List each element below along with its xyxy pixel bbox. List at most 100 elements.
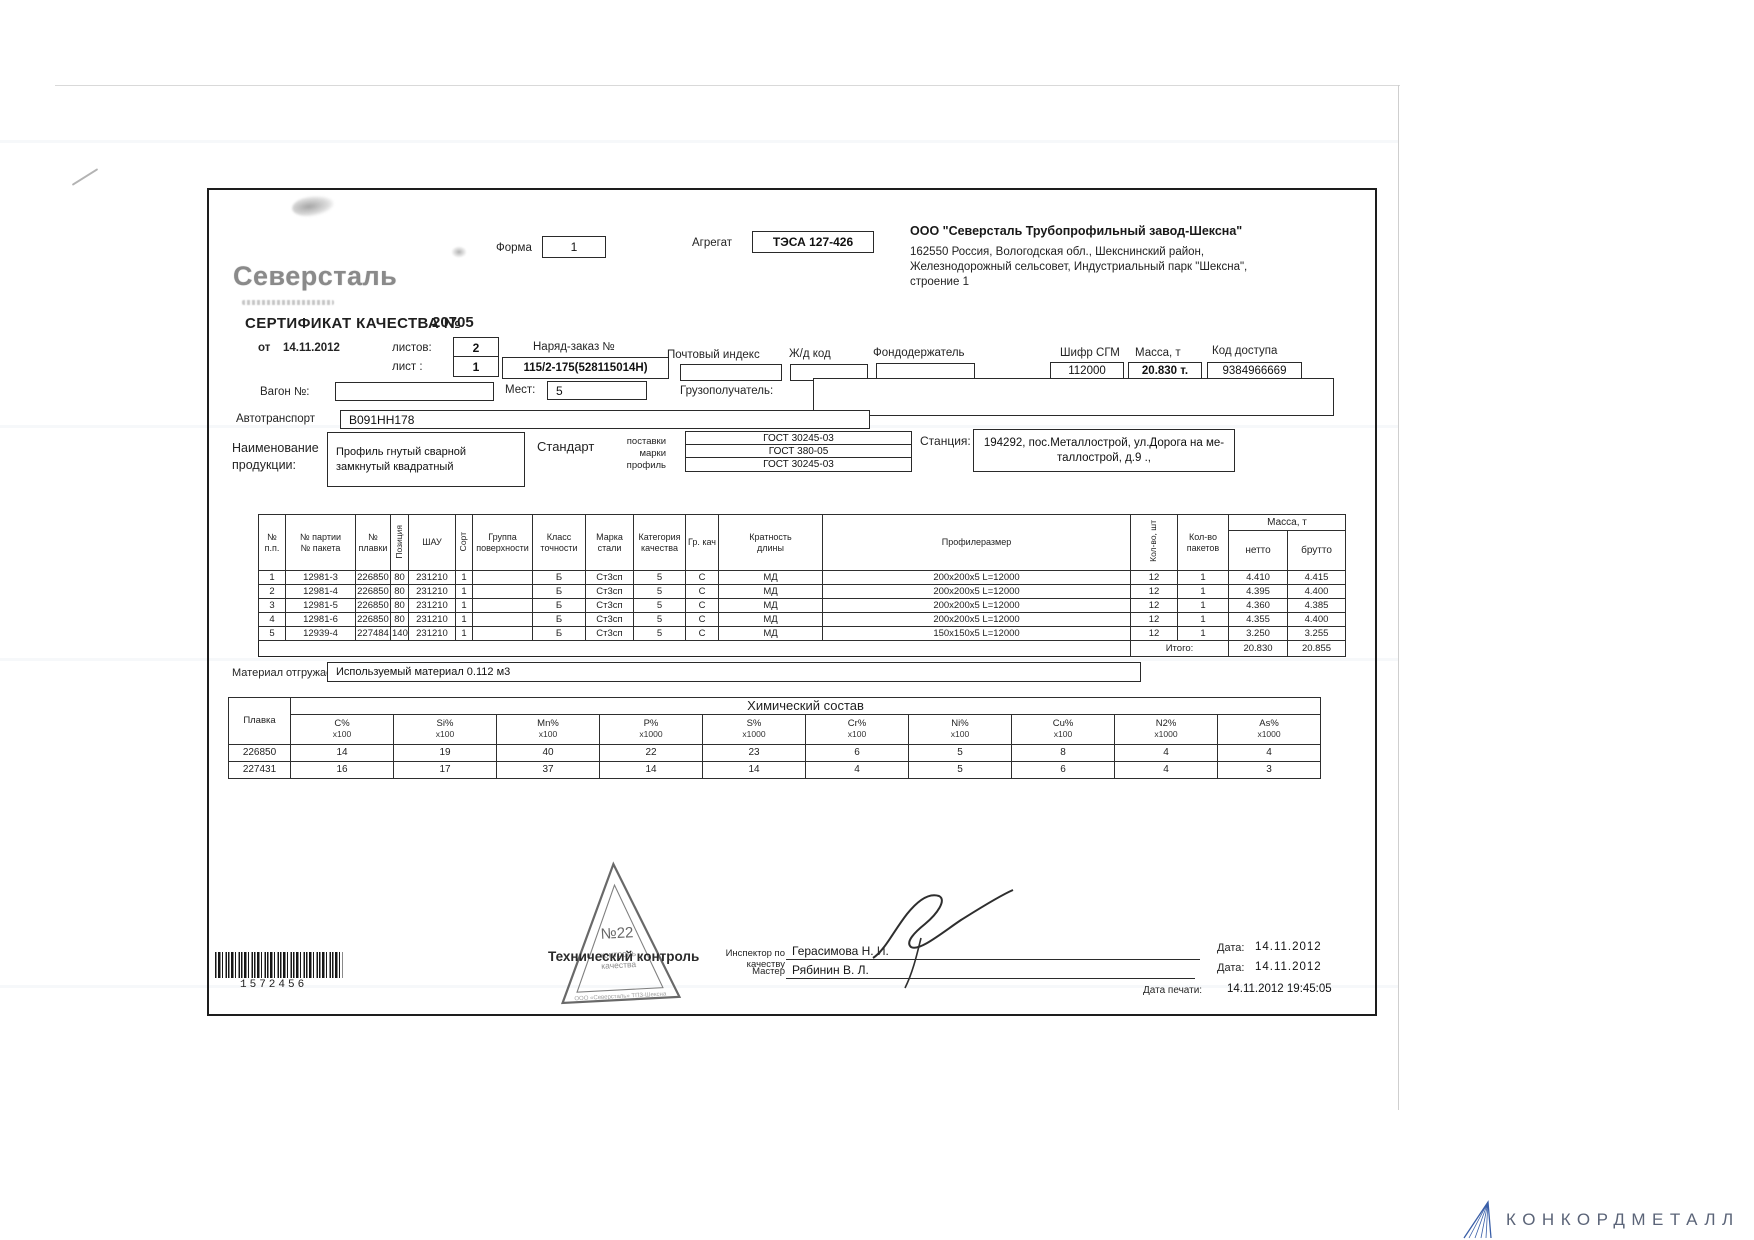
product-value-box: Профиль гнутый сварной замкнутый квадрат… <box>327 432 525 487</box>
inspector-signature-line <box>786 959 1200 960</box>
sgm-value-box: 112000 <box>1050 362 1124 380</box>
pencil-mark <box>71 168 99 186</box>
barcode-number: 1572456 <box>240 979 308 991</box>
col-plavka: № плавки <box>355 514 391 571</box>
mass-label: Масса, т <box>1135 347 1181 359</box>
certificate-date: 14.11.2012 <box>283 342 340 354</box>
chem-col-c: C% x100 <box>290 713 394 745</box>
consignee-label: Грузополучатель: <box>680 385 774 397</box>
logo-tagline-blur <box>242 300 334 305</box>
holder-label: Фондодержатель <box>873 347 965 359</box>
sheet-label: лист : <box>392 361 423 373</box>
postal-label: Почтовый индекс <box>667 349 760 361</box>
from-label: от <box>258 342 271 354</box>
col-shau: ШАУ <box>408 514 456 571</box>
scan-page-right-edge <box>1398 85 1399 1110</box>
col-party: № партии № пакета <box>285 514 356 571</box>
col-steel-mark: Марка стали <box>585 514 634 571</box>
company-name: ООО "Северсталь Трубопрофильный завод-Ше… <box>910 224 1243 238</box>
col-mass-group: Масса, т <box>1227 514 1347 531</box>
chem-col-p: P% x1000 <box>599 713 703 745</box>
master-label: Мастер <box>752 966 785 977</box>
stamp-word-2: качества <box>601 959 637 971</box>
col-surface-group: Группа поверхности <box>472 514 533 571</box>
consignee-value-box <box>813 378 1334 416</box>
chem-col-s: S% x1000 <box>702 713 806 745</box>
col-quality-category: Категория качества <box>633 514 686 571</box>
places-label: Мест: <box>505 384 536 396</box>
col-qty: Кол-во, шт <box>1130 514 1178 571</box>
sheet-value-box: 1 <box>453 356 499 377</box>
stamp-number: №22 <box>600 924 634 943</box>
station-value-box: 194292, пос.Металлострой, ул.Дорога на м… <box>973 429 1235 472</box>
scan-page-top-edge <box>55 85 1400 86</box>
totals-netto: 20.830 <box>1228 640 1288 657</box>
date1-label: Дата: <box>1217 942 1245 954</box>
table-row: 1 12981-3 226850 80 231210 1 Б Ст3сп 5 С МД 200x200… <box>258 570 1347 585</box>
totals-row: Итого: 20.830 20.855 <box>258 640 1347 657</box>
order-value-box: 115/2-175(528115014Н) <box>502 357 669 379</box>
sheets-label: листов: <box>392 342 432 354</box>
col-profile-size: Профилеразмер <box>822 514 1131 571</box>
stamp-ring-text: ООО «Северсталь» ТПЗ-Шексна <box>574 991 667 1002</box>
concordmetall-logo-text: КОНКОРДМЕТАЛЛ <box>1506 1210 1740 1229</box>
mass-value-box: 20.830 т. <box>1128 362 1202 380</box>
standard-kind-marki: марки <box>639 448 666 459</box>
col-packs: Кол-во пакетов <box>1177 514 1229 571</box>
table-row: 3 12981-5 226850 80 231210 1 Б Ст3сп 5 С МД 200x200… <box>258 598 1347 613</box>
certificate-frame <box>207 188 1377 1016</box>
quality-control-stamp: №22 контроль качества ООО «Северсталь» Т… <box>560 861 682 1005</box>
postal-value-box <box>680 364 782 381</box>
order-label: Наряд-заказ № <box>533 341 615 353</box>
agregat-label: Агрегат <box>692 237 733 249</box>
forma-value-box: 1 <box>542 236 606 258</box>
chem-col-n2: N2% x1000 <box>1114 713 1218 745</box>
totals-label: Итого: <box>1130 640 1229 657</box>
sheets-value-box: 2 <box>453 337 499 358</box>
severstal-logo: Северсталь <box>233 261 398 291</box>
chemical-composition-table: Плавка Химический состав C% x100 Si% x100 … <box>228 697 1322 779</box>
material-label: Материал отгружаемый: <box>232 667 357 679</box>
col-precision-class: Класс точности <box>532 514 586 571</box>
ink-smudge-small <box>451 246 467 258</box>
chem-col-si: Si% x100 <box>393 713 497 745</box>
sgm-label: Шифр СГМ <box>1060 347 1120 359</box>
barcode <box>215 952 343 978</box>
inspector-label: Инспектор по качеству <box>725 948 785 970</box>
transport-value-box: В091НН178 <box>340 410 870 429</box>
print-date-value: 14.11.2012 19:45:05 <box>1227 983 1332 995</box>
col-netto: нетто <box>1228 530 1288 571</box>
chem-col-mn: Mn% x100 <box>496 713 600 745</box>
date2-label: Дата: <box>1217 962 1245 974</box>
chem-col-plavka: Плавка <box>228 697 291 745</box>
wagon-value-box <box>335 382 494 401</box>
col-brutto: брутто <box>1286 530 1347 571</box>
forma-label: Форма <box>496 242 532 254</box>
date1-value: 14.11.2012 <box>1255 941 1322 953</box>
chem-title: Химический состав <box>289 697 1322 715</box>
certificate-number: 20705 <box>432 314 474 331</box>
wagon-label: Вагон №: <box>260 386 310 398</box>
inspector-name: Герасимова Н. И. <box>792 944 889 958</box>
places-value-box: 5 <box>547 381 647 400</box>
chem-row: 226850 14 19 40 22 23 6 5 8 4 4 <box>228 743 1322 762</box>
technical-control-label: Технический контроль <box>548 949 700 964</box>
chem-row: 227431 16 17 37 14 14 4 5 6 4 3 <box>228 760 1322 779</box>
master-name: Рябинин В. Л. <box>792 963 869 977</box>
gost-profil-box: ГОСТ 30245-03 <box>685 457 912 472</box>
date2-value: 14.11.2012 <box>1255 961 1322 973</box>
agregat-value-box: ТЭСА 127-426 <box>752 231 874 253</box>
product-label: Наименование продукции: <box>232 441 319 472</box>
chem-col-cr: Cr% x100 <box>805 713 909 745</box>
scan-streak <box>0 140 1398 143</box>
master-signature-line <box>786 978 1195 979</box>
print-date-label: Дата печати: <box>1143 985 1203 996</box>
col-gr: Гр. кач <box>685 514 719 571</box>
col-sort: Сорт <box>455 514 473 571</box>
certificate-title: СЕРТИФИКАТ КАЧЕСТВА № <box>245 315 461 332</box>
handwritten-signature <box>872 889 1014 989</box>
transport-label: Автотранспорт <box>236 413 316 425</box>
stamp-word-1: контроль <box>600 948 637 960</box>
material-value-box: Используемый материал 0.112 м3 <box>327 662 1141 682</box>
